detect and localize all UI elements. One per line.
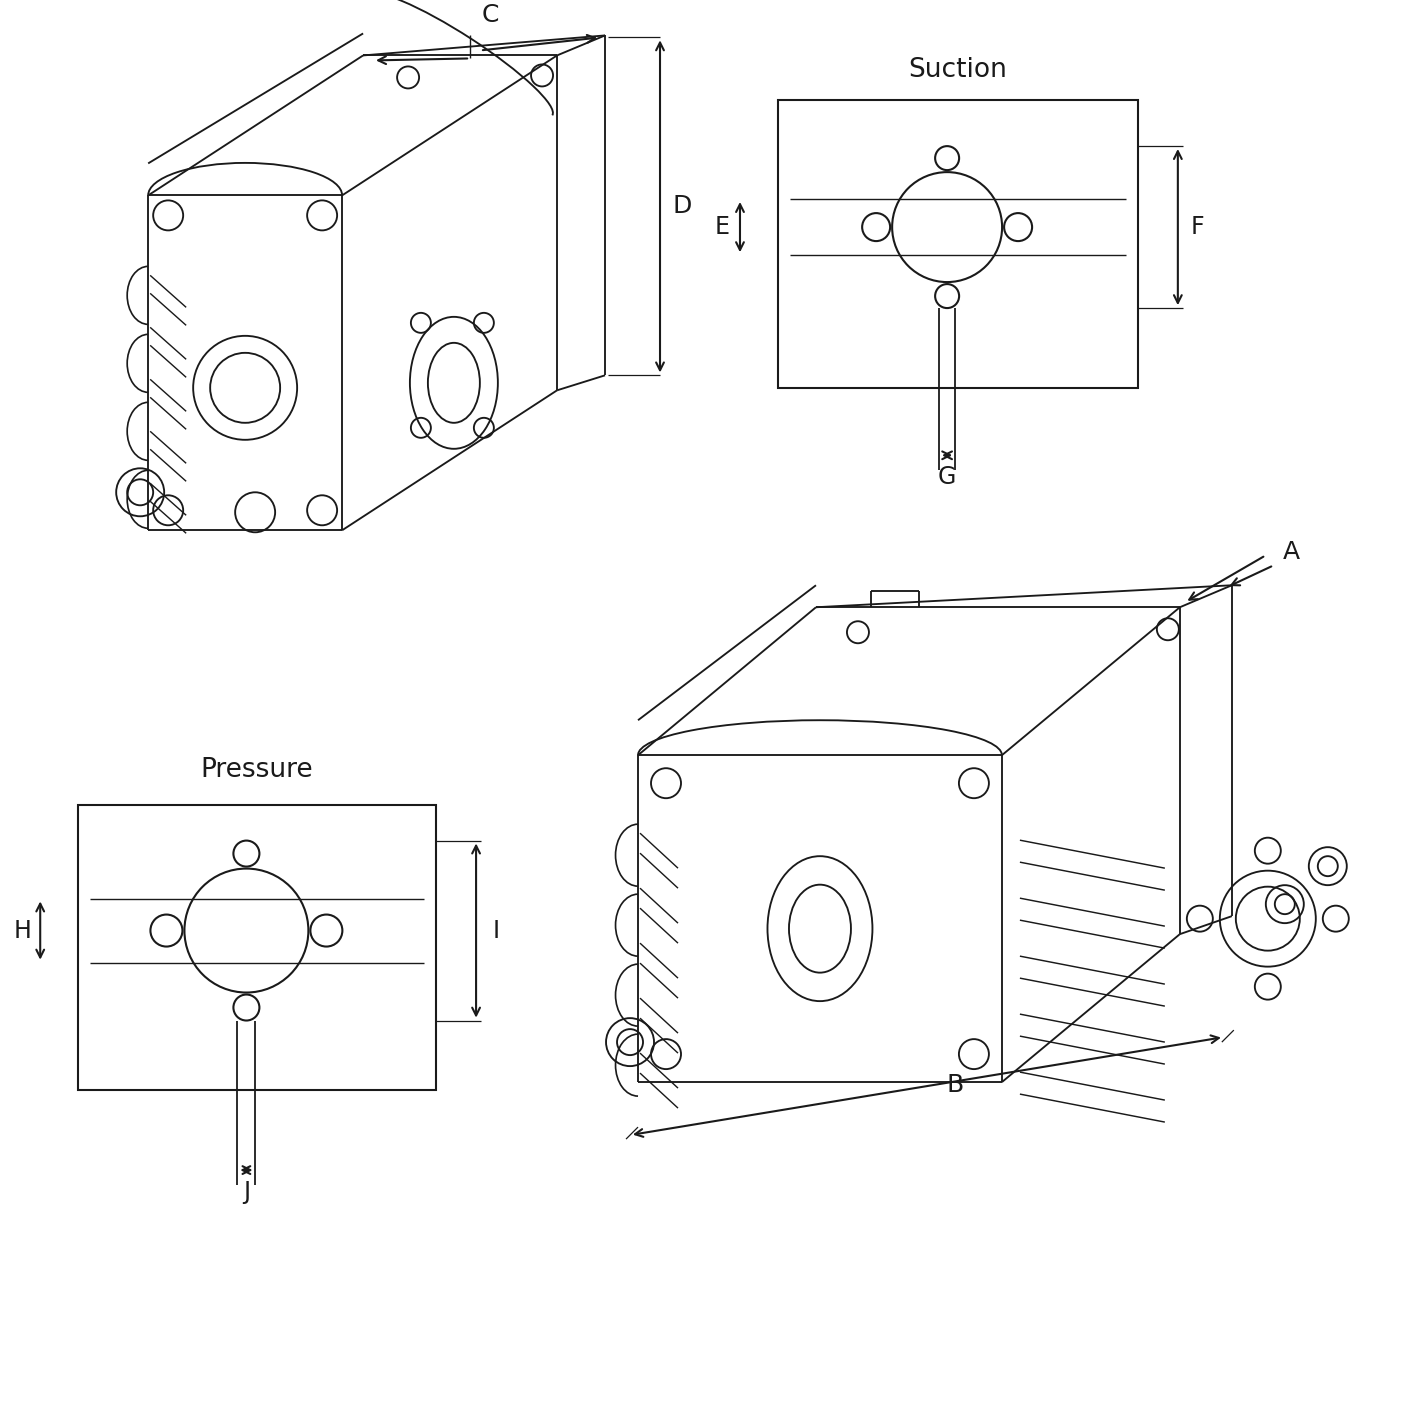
- Text: Suction: Suction: [908, 58, 1007, 83]
- Text: J: J: [243, 1180, 250, 1204]
- Text: G: G: [938, 465, 956, 489]
- Text: F: F: [1191, 215, 1205, 239]
- Text: Pressure: Pressure: [201, 758, 314, 783]
- Text: E: E: [714, 215, 730, 239]
- Text: C: C: [481, 3, 499, 28]
- Bar: [778, 100, 1137, 388]
- Text: I: I: [492, 918, 499, 942]
- Text: D: D: [672, 194, 692, 218]
- Text: B: B: [946, 1073, 963, 1097]
- Text: A: A: [1284, 540, 1301, 564]
- Bar: [79, 806, 436, 1090]
- Text: H: H: [13, 918, 31, 942]
